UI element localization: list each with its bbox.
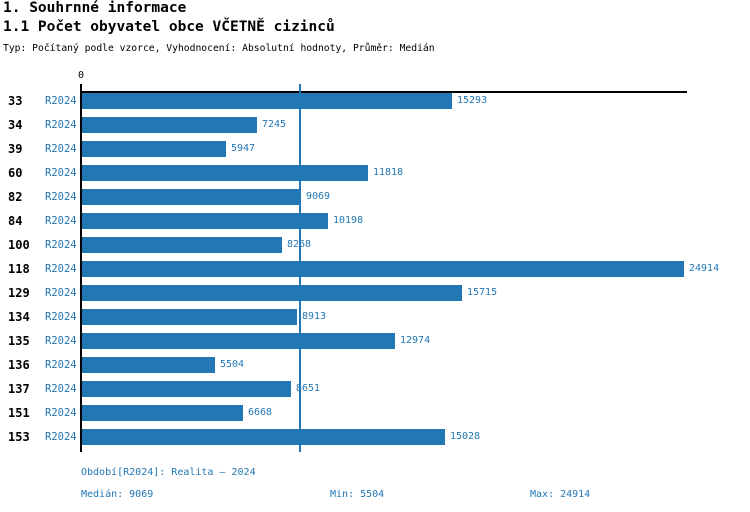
bar <box>82 93 452 109</box>
row-period-label: R2024 <box>45 215 77 227</box>
row-period-label: R2024 <box>45 263 77 275</box>
row-period-label: R2024 <box>45 167 77 179</box>
report-subtitle: 1.1 Počet obyvatel obce VČETNĚ cizinců <box>3 19 335 35</box>
row-period-label: R2024 <box>45 95 77 107</box>
bar <box>82 141 226 157</box>
y-axis-line <box>80 84 82 452</box>
row-period-label: R2024 <box>45 287 77 299</box>
row-period-label: R2024 <box>45 191 77 203</box>
bar-value-label: 15028 <box>450 431 481 442</box>
row-category-label: 129 <box>8 286 30 300</box>
bar <box>82 261 684 277</box>
row-period-label: R2024 <box>45 311 77 323</box>
bar-value-label: 9069 <box>306 191 331 202</box>
footer-max-label: Max: 24914 <box>530 489 591 500</box>
bar <box>82 285 462 301</box>
x-axis-line <box>80 91 687 93</box>
bar <box>82 309 297 325</box>
row-category-label: 136 <box>8 358 30 372</box>
bar <box>82 333 395 349</box>
bar-value-label: 7245 <box>262 119 287 130</box>
bar-value-label: 15293 <box>457 95 488 106</box>
bar-value-label: 12974 <box>400 335 431 346</box>
bar-value-label: 10198 <box>333 215 364 226</box>
footer-median-label: Medián: 9069 <box>81 489 154 500</box>
row-category-label: 39 <box>8 142 23 156</box>
bar-value-label: 8913 <box>302 311 327 322</box>
report-title: 1. Souhrnné informace <box>3 0 187 16</box>
bar <box>82 189 301 205</box>
bar-value-label: 15715 <box>467 287 498 298</box>
bar <box>82 357 215 373</box>
row-category-label: 60 <box>8 166 23 180</box>
footer-min-label: Min: 5504 <box>330 489 385 500</box>
row-period-label: R2024 <box>45 143 77 155</box>
bar <box>82 213 328 229</box>
bar-value-label: 24914 <box>689 263 720 274</box>
row-period-label: R2024 <box>45 119 77 131</box>
bar-value-label: 5947 <box>231 143 256 154</box>
bar <box>82 429 445 445</box>
row-period-label: R2024 <box>45 407 77 419</box>
row-category-label: 135 <box>8 334 30 348</box>
row-category-label: 151 <box>8 406 30 420</box>
bar <box>82 381 291 397</box>
row-category-label: 100 <box>8 238 30 252</box>
row-period-label: R2024 <box>45 359 77 371</box>
footer-period-label: Období[R2024]: Realita – 2024 <box>81 467 256 478</box>
row-category-label: 118 <box>8 262 30 276</box>
row-period-label: R2024 <box>45 239 77 251</box>
row-period-label: R2024 <box>45 431 77 443</box>
bar <box>82 237 282 253</box>
row-period-label: R2024 <box>45 335 77 347</box>
bar <box>82 405 243 421</box>
bar-value-label: 11818 <box>373 167 404 178</box>
bar <box>82 165 368 181</box>
row-category-label: 134 <box>8 310 30 324</box>
row-category-label: 153 <box>8 430 30 444</box>
bar-value-label: 5504 <box>220 359 245 370</box>
bar-value-label: 8651 <box>296 383 321 394</box>
row-category-label: 82 <box>8 190 23 204</box>
row-period-label: R2024 <box>45 383 77 395</box>
row-category-label: 34 <box>8 118 23 132</box>
bar-value-label: 6668 <box>248 407 273 418</box>
x-axis-zero-tick-label: 0 <box>77 70 85 81</box>
row-category-label: 137 <box>8 382 30 396</box>
bar-value-label: 8268 <box>287 239 312 250</box>
bar <box>82 117 257 133</box>
row-category-label: 84 <box>8 214 23 228</box>
report-meta-line: Typ: Počítaný podle vzorce, Vyhodnocení:… <box>3 43 435 54</box>
row-category-label: 33 <box>8 94 23 108</box>
